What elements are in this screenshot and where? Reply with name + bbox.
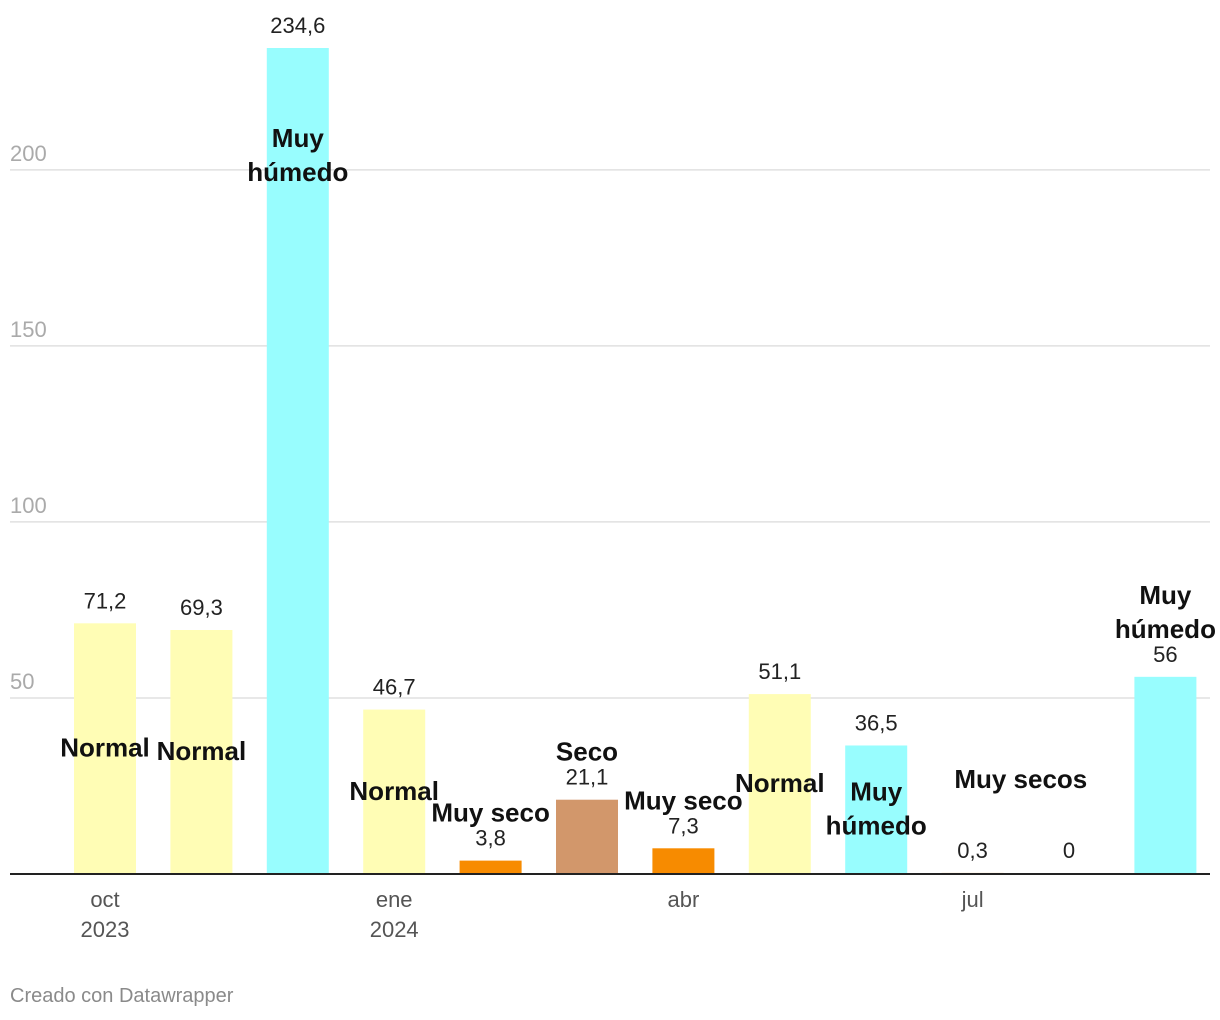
- value-label: 0,3: [957, 838, 988, 863]
- annotation-line: húmedo: [1115, 614, 1216, 644]
- annotation-line: Normal: [349, 776, 439, 806]
- annotation-line: Muy seco: [431, 798, 550, 828]
- category-annotation: Seco: [556, 737, 618, 767]
- x-tick-line: ene: [376, 887, 413, 912]
- value-label: 71,2: [84, 588, 127, 613]
- x-tick-line: 2024: [370, 917, 419, 942]
- x-tick-label: abr: [668, 887, 700, 912]
- annotation-line: Normal: [60, 733, 150, 763]
- x-tick-label: oct 2023: [81, 887, 130, 942]
- category-annotation: Normal: [735, 768, 825, 798]
- category-annotation: Normal: [60, 733, 150, 763]
- x-tick-label: jul: [961, 887, 984, 912]
- y-tick-label: 50: [10, 669, 34, 694]
- annotation-line: Seco: [556, 737, 618, 767]
- annotation-line: Muy: [1139, 580, 1192, 610]
- y-tick-label: 150: [10, 317, 47, 342]
- credit-footer: Creado con Datawrapper: [10, 985, 234, 1007]
- bar: [652, 848, 715, 874]
- value-label: 234,6: [270, 13, 325, 38]
- category-annotation: Muy seco: [431, 798, 550, 828]
- bar: [74, 623, 136, 874]
- bar: [266, 48, 329, 874]
- gridlines: 50 100 150 200: [10, 141, 1210, 699]
- x-tick-line: jul: [961, 887, 984, 912]
- x-tick-line: abr: [668, 887, 700, 912]
- annotation-line: Muy: [272, 123, 325, 153]
- annotation-line: Normal: [157, 736, 247, 766]
- bar: [1134, 676, 1197, 874]
- category-annotation: Muy secos: [954, 764, 1087, 794]
- value-label: 46,7: [373, 675, 416, 700]
- x-tick-line: oct: [90, 887, 119, 912]
- category-annotation: Muy húmedo: [1115, 580, 1216, 644]
- value-label: 3,8: [475, 826, 506, 851]
- bar: [748, 694, 811, 874]
- value-label: 0: [1063, 838, 1075, 863]
- y-tick-label: 100: [10, 493, 47, 518]
- x-axis-labels: oct 2023 ene 2024 abr jul: [81, 887, 984, 942]
- annotation-line: húmedo: [247, 157, 348, 187]
- bar: [363, 709, 426, 874]
- category-annotation: Muy húmedo: [247, 123, 348, 187]
- y-tick-label: 200: [10, 141, 47, 166]
- value-label: 69,3: [180, 595, 223, 620]
- bar: [556, 799, 618, 874]
- category-annotation: Muy húmedo: [826, 777, 927, 841]
- annotation-line: Muy secos: [954, 764, 1087, 794]
- value-label: 7,3: [668, 813, 699, 838]
- value-label: 21,1: [566, 765, 609, 790]
- annotation-line: húmedo: [826, 811, 927, 841]
- value-label: 56: [1153, 642, 1177, 667]
- x-tick-label: ene 2024: [370, 887, 419, 942]
- bars: [74, 48, 1197, 874]
- bar: [170, 630, 233, 874]
- value-label: 36,5: [855, 710, 898, 735]
- category-annotation: Normal: [349, 776, 439, 806]
- annotation-line: Muy: [850, 777, 903, 807]
- rainfall-bar-chart: 50 100 150 200 71,2 69,3 234,6 46,7 3,8 21,1 7,3 5…: [10, 13, 1216, 942]
- x-tick-line: 2023: [81, 917, 130, 942]
- value-label: 51,1: [758, 659, 801, 684]
- annotation-line: Normal: [735, 768, 825, 798]
- bar: [459, 860, 522, 874]
- category-annotation: Muy seco: [624, 785, 743, 815]
- value-labels: 71,2 69,3 234,6 46,7 3,8 21,1 7,3 51,1 36,5 0,3 0 5…: [84, 13, 1178, 863]
- annotation-line: Muy seco: [624, 785, 743, 815]
- bar: [845, 745, 908, 874]
- category-annotation: Normal: [157, 736, 247, 766]
